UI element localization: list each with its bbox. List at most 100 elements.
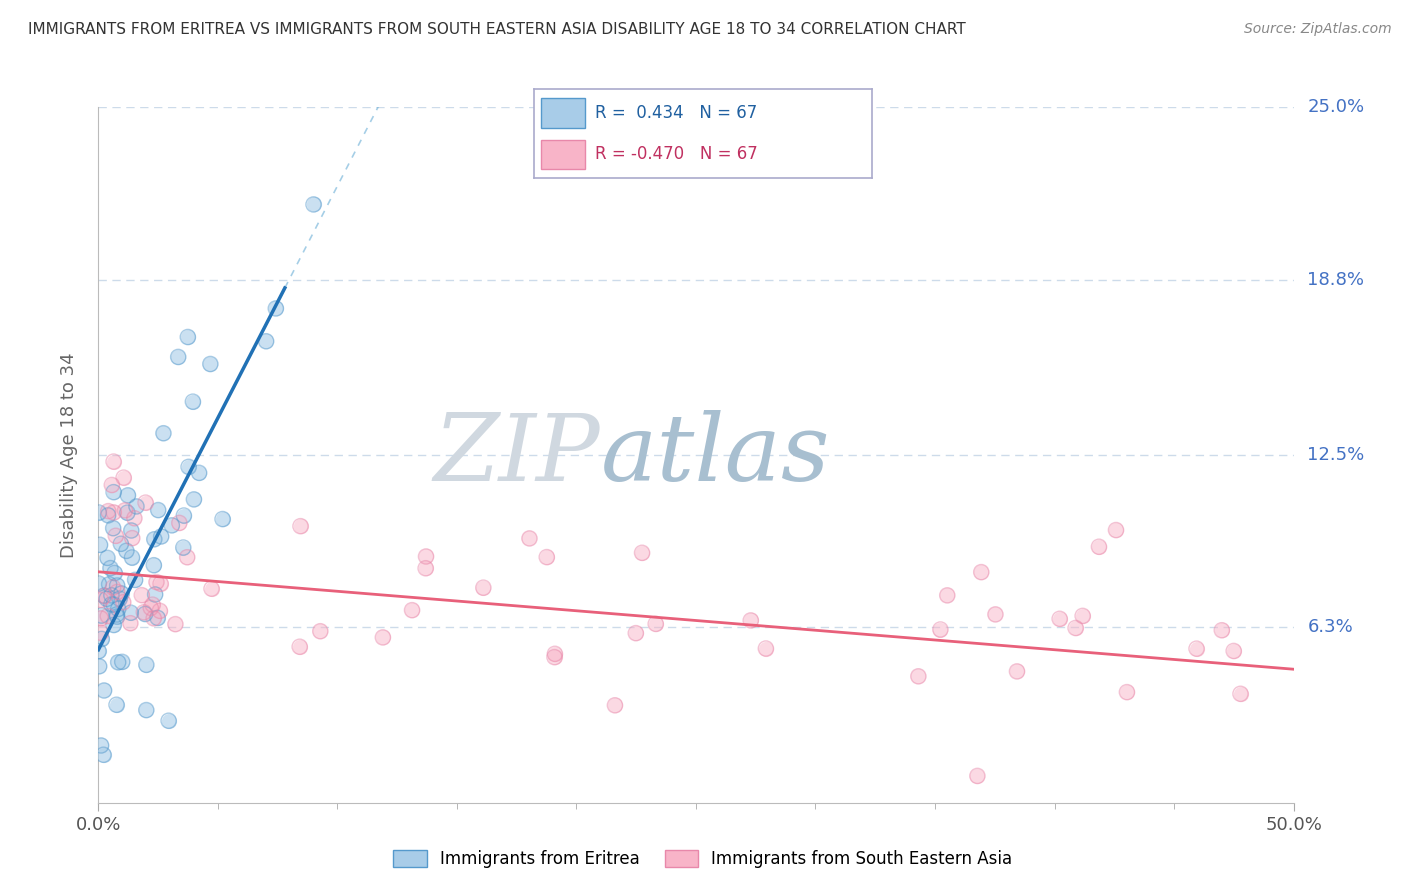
Point <box>110 537 132 551</box>
Point <box>100 598 122 612</box>
Point <box>1222 644 1244 658</box>
Point <box>143 587 166 601</box>
Point <box>472 581 495 595</box>
Point <box>93 589 115 603</box>
Point <box>124 511 146 525</box>
Point <box>132 605 155 619</box>
Point <box>936 588 959 602</box>
Point <box>104 566 127 580</box>
Point <box>142 598 165 612</box>
Point <box>100 588 122 602</box>
Point <box>105 607 128 622</box>
Point <box>290 519 312 533</box>
Point <box>644 616 666 631</box>
Point <box>89 659 111 673</box>
Point <box>415 549 437 564</box>
Point <box>1211 624 1233 638</box>
Point <box>98 577 121 591</box>
Point <box>105 585 128 599</box>
Point <box>93 747 115 762</box>
Point <box>173 508 195 523</box>
Point <box>929 623 952 637</box>
Point <box>907 669 929 683</box>
Point <box>157 714 180 728</box>
Text: R = -0.470   N = 67: R = -0.470 N = 67 <box>595 145 758 163</box>
Point <box>100 561 122 575</box>
Point <box>103 505 125 519</box>
Point <box>97 504 120 518</box>
Point <box>100 598 122 612</box>
Point <box>117 488 139 502</box>
Point <box>145 575 167 590</box>
Point <box>929 623 952 637</box>
Point <box>401 603 423 617</box>
Point <box>371 631 394 645</box>
Point <box>755 641 778 656</box>
Text: R =  0.434   N = 67: R = 0.434 N = 67 <box>595 103 758 122</box>
Point <box>121 531 143 545</box>
Point <box>302 197 325 211</box>
Point <box>98 577 121 591</box>
Point <box>97 508 120 523</box>
Point <box>90 625 112 640</box>
Point <box>139 600 162 615</box>
Point <box>100 561 122 575</box>
Point <box>121 531 143 545</box>
Point <box>90 632 112 646</box>
Point <box>110 586 132 600</box>
Point <box>148 503 170 517</box>
Point <box>1229 687 1251 701</box>
Point <box>87 576 110 591</box>
Point <box>90 625 112 640</box>
Point <box>290 519 312 533</box>
Point <box>90 739 112 753</box>
Point <box>966 769 988 783</box>
Y-axis label: Disability Age 18 to 34: Disability Age 18 to 34 <box>59 352 77 558</box>
Point <box>543 650 565 665</box>
Point <box>103 454 125 468</box>
Point <box>177 459 200 474</box>
Point <box>135 657 157 672</box>
Point <box>103 618 125 632</box>
Point <box>135 703 157 717</box>
Point <box>631 546 654 560</box>
Point <box>104 529 127 543</box>
Point <box>152 426 174 441</box>
Point <box>624 626 647 640</box>
Point <box>105 607 128 622</box>
Point <box>907 669 929 683</box>
Point <box>101 581 124 595</box>
Point <box>120 606 142 620</box>
Point <box>114 503 136 517</box>
Point <box>112 595 135 609</box>
Point <box>120 606 142 620</box>
Point <box>143 587 166 601</box>
Point <box>169 516 191 530</box>
Point <box>200 582 222 596</box>
Point <box>1071 608 1094 623</box>
Point <box>624 626 647 640</box>
Point <box>105 698 128 712</box>
Point <box>146 611 169 625</box>
Point <box>603 698 626 713</box>
Point <box>103 618 125 632</box>
Point <box>288 640 311 654</box>
Text: IMMIGRANTS FROM ERITREA VS IMMIGRANTS FROM SOUTH EASTERN ASIA DISABILITY AGE 18 : IMMIGRANTS FROM ERITREA VS IMMIGRANTS FR… <box>28 22 966 37</box>
Point <box>105 578 128 592</box>
Point <box>149 576 172 591</box>
Point <box>125 500 148 514</box>
Point <box>131 588 153 602</box>
Point <box>105 698 128 712</box>
Point <box>740 614 762 628</box>
Point <box>1116 685 1139 699</box>
Legend: Immigrants from Eritrea, Immigrants from South Eastern Asia: Immigrants from Eritrea, Immigrants from… <box>387 843 1019 875</box>
Point <box>115 544 138 558</box>
Point <box>970 565 993 579</box>
Point <box>149 576 172 591</box>
Point <box>108 591 131 606</box>
Point <box>472 581 495 595</box>
Point <box>93 747 115 762</box>
Point <box>87 644 110 658</box>
Point <box>87 506 110 520</box>
Point <box>148 503 170 517</box>
